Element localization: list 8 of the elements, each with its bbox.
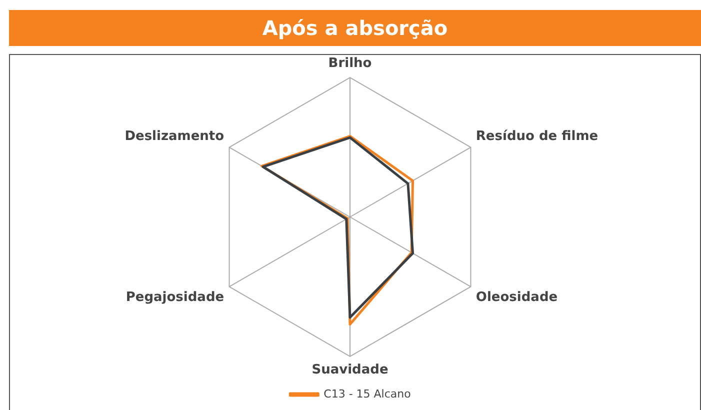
spoke-label: Brilho [328,56,372,72]
spoke-label: Deslizamento [124,128,224,144]
legend-label: C13 - 15 Alcano [324,387,412,400]
chart-title: Após a absorção [9,10,701,46]
spoke-label: Suavidade [312,362,388,378]
spoke-label: Resíduo de filme [476,128,598,144]
spoke-label: Oleosidade [476,290,558,305]
spoke-label: Pegajosidade [126,290,224,305]
